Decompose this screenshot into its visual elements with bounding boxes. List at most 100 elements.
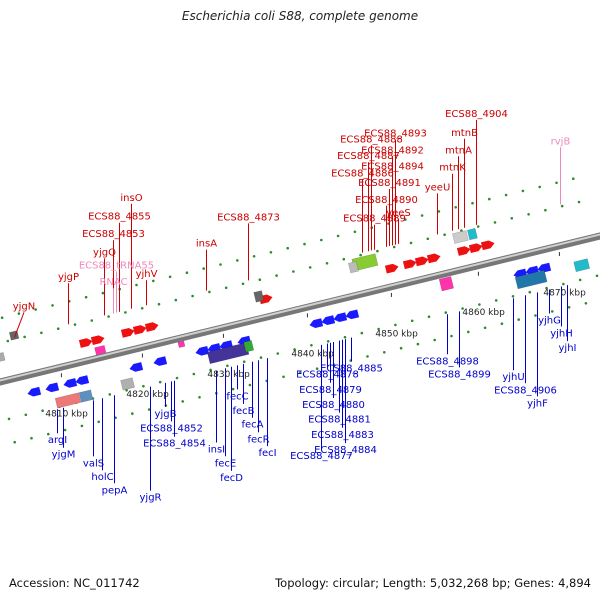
track-dot — [383, 351, 386, 354]
track-dot — [191, 294, 194, 298]
track-dot — [299, 371, 302, 375]
tick-label: 4850 kbp — [375, 329, 418, 339]
reverse-gene-arrow — [129, 362, 144, 372]
reverse-gene-arrow — [153, 356, 168, 366]
gene-label: ECS88_4853 — [82, 229, 145, 240]
track-dot — [259, 356, 263, 359]
track-dot — [500, 322, 504, 326]
track-dot — [534, 314, 537, 317]
gene-label: argI — [48, 435, 67, 446]
gene-label: ECS88_4887 — [337, 151, 400, 162]
track-dot — [545, 286, 548, 290]
track-dot — [308, 266, 312, 269]
track-dot — [360, 331, 364, 335]
tick-label: 4870 kbp — [543, 288, 586, 298]
gene-label: ECS88_4884 — [314, 445, 377, 456]
track-dot — [236, 259, 239, 262]
leader-line — [14, 312, 25, 338]
track-dot — [511, 295, 515, 298]
gene-block — [0, 352, 6, 363]
track-dot — [555, 181, 558, 185]
gene-block — [467, 227, 478, 241]
track-dot — [426, 237, 430, 241]
gene-block — [348, 261, 359, 274]
gene-label: fecE — [215, 458, 237, 469]
gene-label: fecB — [232, 406, 254, 417]
track-dot — [336, 234, 340, 238]
track-dot — [286, 246, 290, 250]
track-dots — [0, 177, 599, 444]
track-dot — [157, 302, 161, 306]
track-dot — [258, 278, 262, 282]
track-dot — [47, 432, 50, 436]
track-dot — [6, 339, 10, 343]
gene-label: fecD — [220, 473, 243, 484]
track-dot — [494, 299, 498, 302]
track-dot — [248, 383, 252, 387]
reverse-gene-arrow — [45, 382, 60, 393]
track-dot — [377, 327, 380, 331]
forward-gene-arrow — [402, 259, 417, 270]
track-dot — [551, 310, 554, 313]
gene-label: ECS88_4894 — [361, 161, 424, 172]
track-dot — [84, 295, 88, 299]
track-dot — [208, 290, 211, 294]
gene-label: ECS88_4881 — [308, 415, 371, 426]
track-dot — [310, 344, 313, 347]
gene-label: ECS88_4873 — [217, 212, 280, 223]
track-dot — [560, 204, 564, 208]
reverse-gene-arrow — [309, 318, 324, 328]
track-dot — [192, 372, 196, 376]
track-dot — [404, 218, 407, 221]
track-dot — [202, 267, 205, 270]
track-dot — [394, 323, 397, 327]
track-dot — [376, 249, 379, 253]
track-dot — [276, 352, 280, 355]
forward-gene-arrow — [456, 246, 471, 256]
track-dot — [135, 283, 138, 287]
track-dot — [293, 348, 296, 351]
track-dot — [343, 335, 347, 339]
forward-gene-arrow — [120, 328, 135, 338]
gene-block — [452, 230, 469, 244]
track-dot — [140, 307, 144, 310]
reverse-gene-arrow — [195, 345, 210, 356]
track-dot — [325, 262, 329, 265]
gene-block — [514, 269, 548, 290]
forward-gene-arrow — [78, 338, 93, 348]
forward-gene-arrow — [426, 253, 441, 264]
track-dot — [454, 206, 458, 209]
gene-label: ECS88_tRNA55 — [79, 261, 154, 272]
gene-block — [8, 330, 20, 341]
gene-label: yeeU — [425, 182, 451, 193]
track-dot — [51, 304, 54, 307]
track-dot — [427, 315, 431, 319]
track-dot — [107, 315, 110, 318]
track-dot — [528, 290, 532, 294]
track-dot — [125, 389, 128, 392]
gene-label: yjgP — [58, 272, 79, 283]
track-dot — [392, 245, 396, 249]
gene-label: ECS88_4889 — [343, 214, 406, 225]
forward-gene-arrow — [90, 335, 105, 346]
track-dot — [478, 303, 481, 306]
track-dot — [450, 334, 453, 338]
track-dot — [97, 420, 100, 424]
reverse-gene-arrow — [75, 375, 90, 385]
tick-label: 4810 kbp — [45, 410, 88, 420]
gene-label: ECS88_4877 — [290, 451, 353, 462]
track-dot — [315, 367, 319, 371]
tick-label: 4840 kbp — [291, 350, 334, 360]
track-dot — [527, 213, 530, 216]
track-dot — [90, 319, 94, 322]
gene-labels: yjgN yjgP yjgQ ECS88_4853 ECS88_4855 insO yjhV… — [13, 109, 577, 504]
track-dot — [147, 408, 151, 411]
track-dot — [175, 376, 179, 380]
track-dot — [572, 177, 575, 180]
track-dot — [353, 230, 357, 234]
forward-gene-arrow — [132, 325, 147, 335]
label-leader-lines — [14, 119, 568, 491]
gene-label: yjhG — [538, 316, 561, 327]
reverse-gene-arrow — [333, 312, 348, 323]
